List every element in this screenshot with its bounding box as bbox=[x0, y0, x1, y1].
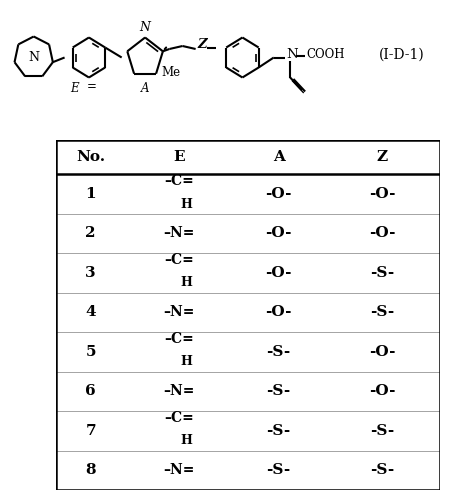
Text: -O-: -O- bbox=[265, 266, 292, 280]
Text: –C=: –C= bbox=[164, 174, 194, 188]
Text: 1: 1 bbox=[85, 187, 96, 201]
Text: -S-: -S- bbox=[370, 464, 395, 477]
Text: –N=: –N= bbox=[163, 226, 195, 240]
Text: N: N bbox=[139, 21, 151, 34]
Text: 3: 3 bbox=[85, 266, 96, 280]
Text: =: = bbox=[87, 80, 96, 93]
Text: -S-: -S- bbox=[267, 424, 291, 438]
Text: H: H bbox=[181, 356, 192, 368]
Text: (I-D-1): (I-D-1) bbox=[379, 48, 425, 62]
Text: 7: 7 bbox=[85, 424, 96, 438]
Text: –N=: –N= bbox=[163, 306, 195, 320]
Text: -O-: -O- bbox=[369, 226, 395, 240]
Text: –C=: –C= bbox=[164, 410, 194, 424]
Text: -O-: -O- bbox=[369, 384, 395, 398]
Text: -O-: -O- bbox=[265, 187, 292, 201]
Text: E: E bbox=[70, 82, 79, 94]
Text: COOH: COOH bbox=[306, 48, 344, 60]
Text: N: N bbox=[286, 48, 298, 60]
Text: H: H bbox=[181, 198, 192, 210]
Text: –N=: –N= bbox=[163, 384, 195, 398]
Text: -S-: -S- bbox=[370, 306, 395, 320]
Text: No.: No. bbox=[76, 150, 105, 164]
Text: -S-: -S- bbox=[267, 345, 291, 359]
Text: Z: Z bbox=[377, 150, 388, 164]
Text: -O-: -O- bbox=[369, 345, 395, 359]
Text: Z: Z bbox=[197, 38, 207, 51]
Text: -S-: -S- bbox=[267, 384, 291, 398]
Text: -O-: -O- bbox=[265, 306, 292, 320]
Text: 8: 8 bbox=[85, 464, 96, 477]
Text: 2: 2 bbox=[86, 226, 96, 240]
Text: H: H bbox=[181, 276, 192, 289]
Text: Me: Me bbox=[161, 66, 181, 79]
Text: -O-: -O- bbox=[369, 187, 395, 201]
Text: A: A bbox=[141, 82, 149, 96]
Text: -S-: -S- bbox=[370, 424, 395, 438]
Text: E: E bbox=[173, 150, 185, 164]
Text: -O-: -O- bbox=[265, 226, 292, 240]
Text: -S-: -S- bbox=[267, 464, 291, 477]
Text: N: N bbox=[28, 51, 39, 64]
Text: -S-: -S- bbox=[370, 266, 395, 280]
Text: 6: 6 bbox=[85, 384, 96, 398]
Text: –C=: –C= bbox=[164, 332, 194, 345]
Text: H: H bbox=[181, 434, 192, 448]
Text: –C=: –C= bbox=[164, 252, 194, 266]
Text: –N=: –N= bbox=[163, 464, 195, 477]
Text: 4: 4 bbox=[85, 306, 96, 320]
Text: A: A bbox=[273, 150, 285, 164]
Text: 5: 5 bbox=[86, 345, 96, 359]
